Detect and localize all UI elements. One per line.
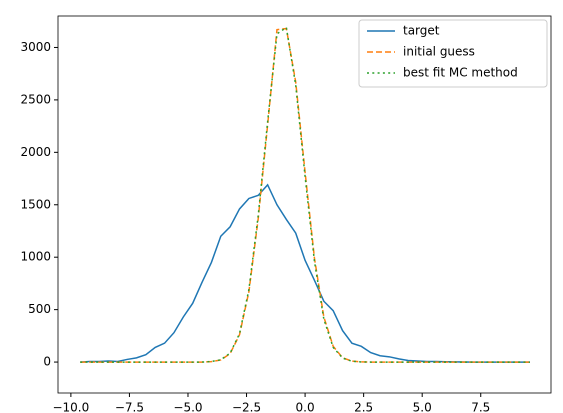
x-tick-label: 0.0 (296, 401, 315, 413)
legend-label: target (403, 24, 440, 38)
y-tick-label: 1000 (20, 250, 51, 264)
x-tick-label: 7.5 (471, 401, 490, 413)
y-tick-label: 3000 (20, 40, 51, 54)
y-tick-label: 0 (43, 355, 51, 369)
axes-frame (57, 15, 552, 394)
y-tick-label: 2000 (20, 145, 51, 159)
x-tick-label: 2.5 (354, 401, 373, 413)
y-tick-label: 1500 (20, 197, 51, 211)
legend-box (358, 19, 548, 88)
y-tick-label: 2500 (20, 92, 51, 106)
x-tick-label: −10.0 (52, 401, 89, 413)
x-tick-label: −7.5 (115, 401, 144, 413)
legend-label: initial guess (403, 45, 475, 59)
x-tick-label: −2.5 (232, 401, 261, 413)
line-series (80, 26, 530, 363)
y-tick-label: 500 (28, 302, 51, 316)
legend-label: best fit MC method (403, 66, 518, 80)
x-tick-label: −5.0 (173, 401, 202, 413)
x-tick-label: 5.0 (413, 401, 432, 413)
